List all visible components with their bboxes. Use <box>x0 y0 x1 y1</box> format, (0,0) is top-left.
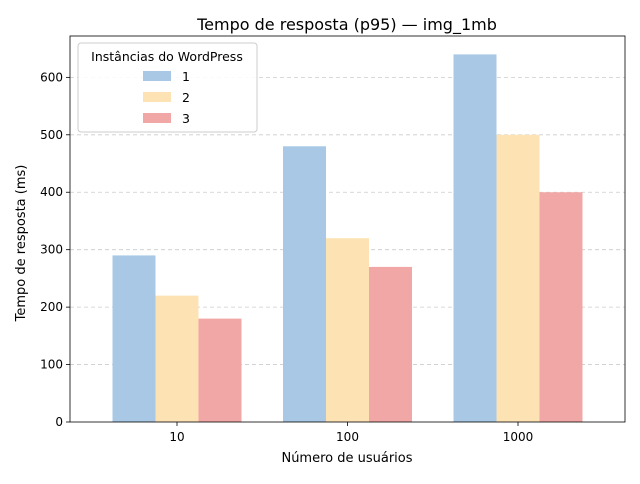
y-tick-label: 500 <box>40 128 63 142</box>
x-tick-label: 100 <box>336 430 359 444</box>
chart-title: Tempo de resposta (p95) — img_1mb <box>196 15 497 35</box>
bar-10-series-1 <box>112 255 156 422</box>
plot-frame <box>69 35 626 423</box>
bar-100-series-2 <box>326 238 369 422</box>
legend: Instâncias do WordPress 1 2 3 <box>77 42 258 133</box>
y-tick-label: 300 <box>40 243 63 257</box>
legend-label-1: 1 <box>182 69 190 84</box>
legend-label-2: 2 <box>182 90 190 105</box>
y-tick-label: 600 <box>40 70 63 84</box>
legend-swatch-2 <box>143 92 171 102</box>
legend-box <box>77 42 258 133</box>
y-tick-label: 0 <box>55 415 63 429</box>
bar-10-series-3 <box>198 318 242 422</box>
x-tick-label: 10 <box>169 430 184 444</box>
y-tick-label: 200 <box>40 300 63 314</box>
legend-title: Instâncias do WordPress <box>91 49 243 64</box>
y-axis-label: Tempo de resposta (ms) <box>14 165 29 323</box>
axes: 0 100 200 300 400 500 600 10 100 1000 <box>40 35 626 444</box>
bar-1000-series-3 <box>539 192 583 422</box>
bar-1000-series-1 <box>453 54 497 422</box>
legend-swatch-1 <box>143 71 171 81</box>
legend-label-3: 3 <box>182 111 190 126</box>
bars <box>112 54 583 423</box>
legend-swatch-3 <box>143 113 171 123</box>
x-axis-label: Número de usuários <box>281 451 412 466</box>
x-tick-label: 1000 <box>503 430 534 444</box>
y-tick-label: 100 <box>40 358 63 372</box>
bar-100-series-1 <box>283 146 326 423</box>
bar-10-series-2 <box>155 295 199 422</box>
bar-1000-series-2 <box>496 134 540 423</box>
bar-100-series-3 <box>369 266 412 422</box>
y-tick-label: 400 <box>40 185 63 199</box>
